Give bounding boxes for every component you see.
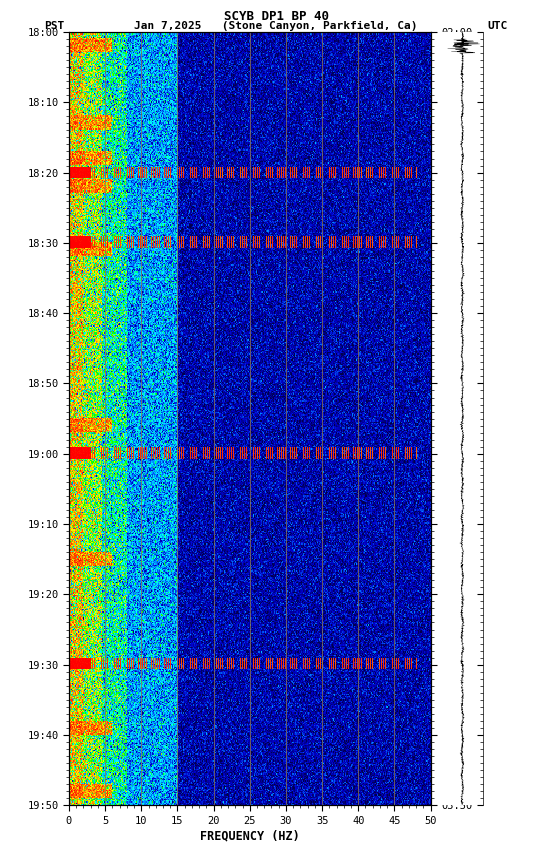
X-axis label: FREQUENCY (HZ): FREQUENCY (HZ)	[200, 829, 300, 842]
Text: UTC: UTC	[487, 21, 508, 31]
Text: SCYB DP1 BP 40: SCYB DP1 BP 40	[224, 10, 328, 23]
Text: Jan 7,2025   (Stone Canyon, Parkfield, Ca): Jan 7,2025 (Stone Canyon, Parkfield, Ca)	[134, 21, 418, 31]
Text: PST: PST	[44, 21, 65, 31]
